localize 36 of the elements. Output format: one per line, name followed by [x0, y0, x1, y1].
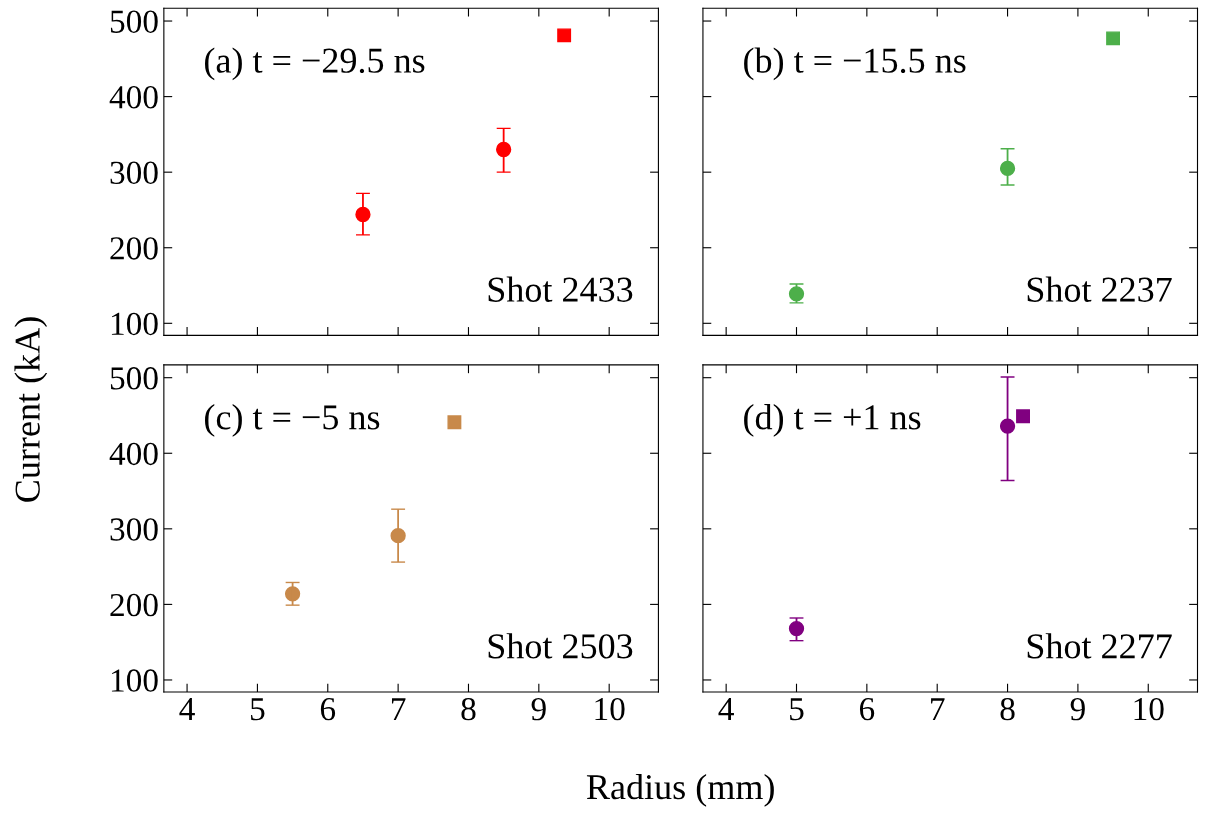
- annotation: (a) t = −29.5 ns: [205, 47, 425, 81]
- x-tick-label: 6: [859, 697, 875, 721]
- y-tick-label: 200: [110, 237, 158, 260]
- y-tick-label: 500: [110, 367, 158, 390]
- y-tick-label: 200: [110, 593, 158, 617]
- x-tick-label: 7: [391, 698, 406, 721]
- y-tick-label: 500: [110, 10, 158, 33]
- y-tick-label: 100: [111, 669, 158, 692]
- y-tick-label: 400: [109, 86, 158, 109]
- x-tick-label: 9: [531, 697, 546, 721]
- x-tick-label: 7: [931, 698, 945, 721]
- annotation: (c) t = −5 ns: [205, 404, 380, 437]
- annotation: Shot 2277: [1027, 633, 1172, 659]
- y-axis-title: Current (kA): [14, 317, 48, 502]
- y-tick-label: 100: [111, 312, 158, 336]
- x-tick-label: 8: [461, 697, 476, 721]
- x-tick-label: 10: [1134, 697, 1164, 721]
- annotation: Shot 2433: [488, 276, 633, 302]
- x-tick-label: 9: [1070, 697, 1085, 721]
- x-tick-label: 6: [320, 697, 336, 721]
- y-tick-label: 300: [110, 518, 158, 541]
- x-tick-label: 4: [179, 698, 195, 721]
- annotation: Shot 2237: [1027, 276, 1172, 302]
- annotation: Shot 2503: [488, 633, 633, 659]
- x-tick-label: 8: [1000, 697, 1015, 721]
- point: [557, 28, 572, 43]
- x-tick-label: 4: [718, 698, 734, 721]
- x-tick-label: 5: [790, 698, 804, 721]
- y-tick-label: 400: [109, 442, 158, 466]
- y-tick-label: 300: [110, 161, 158, 185]
- x-axis-title: Radius (mm): [586, 773, 774, 807]
- point: [447, 415, 462, 430]
- x-tick-label: 10: [595, 697, 625, 721]
- x-tick-label: 5: [251, 698, 265, 721]
- annotation: (d) t = +1 ns: [744, 404, 921, 437]
- annotation: (b) t = −15.5 ns: [744, 47, 966, 81]
